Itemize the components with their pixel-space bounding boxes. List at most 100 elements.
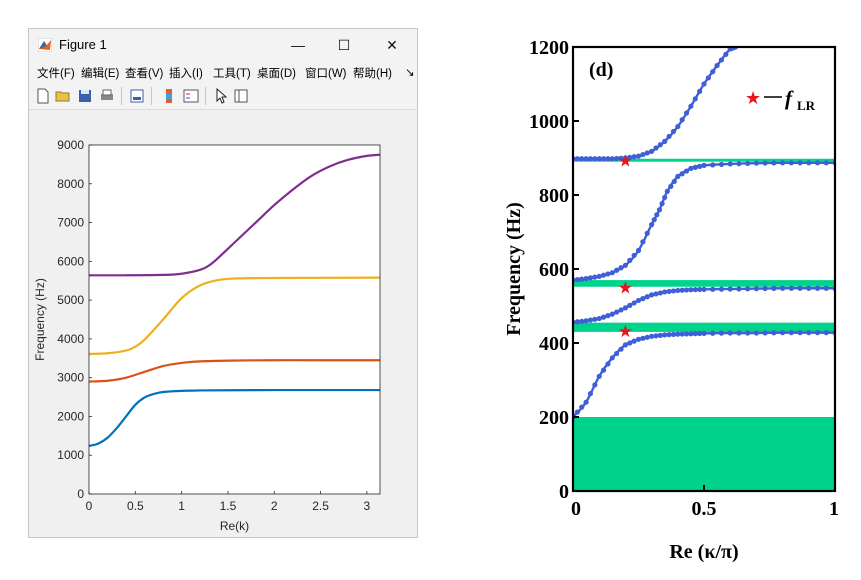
band-point [640, 151, 646, 158]
band-point [574, 156, 580, 162]
band-point [649, 333, 655, 339]
axes-box [88, 144, 381, 495]
band-point [688, 331, 694, 337]
band-point [697, 163, 703, 169]
band-point [823, 330, 829, 336]
print-preview-icon[interactable] [129, 88, 145, 104]
band-point [583, 156, 589, 162]
band-point [753, 160, 760, 166]
band-point [622, 155, 629, 161]
band-point [670, 288, 677, 294]
band-point [614, 155, 620, 162]
band-line-3 [573, 161, 835, 282]
band-point [771, 285, 777, 291]
legend: ★ f LR [745, 86, 816, 113]
y-tick-label: 9000 [57, 138, 84, 152]
band-point [697, 286, 703, 293]
band-point [653, 333, 659, 339]
band-point [797, 160, 803, 166]
band-point [683, 168, 690, 174]
open-file-icon[interactable] [55, 88, 71, 104]
band-point [605, 271, 611, 277]
bandgap-3 [573, 280, 835, 287]
band-point [635, 153, 642, 159]
band-point [701, 162, 707, 168]
band-point [574, 409, 580, 415]
menu-edit[interactable]: 编辑(E) [81, 68, 120, 80]
save-icon[interactable] [77, 88, 93, 104]
band-point [644, 294, 650, 300]
band-point [806, 330, 812, 336]
band-point [640, 296, 646, 302]
band-point [771, 160, 777, 166]
band-point [583, 399, 589, 405]
band-point [697, 330, 703, 337]
menu-overflow-icon[interactable]: ↘ [405, 67, 415, 79]
band-point [592, 316, 598, 322]
band-point [653, 145, 659, 151]
y-tick-label: 400 [539, 333, 569, 355]
band-point [653, 291, 659, 297]
menu-help[interactable]: 帮助(H) [353, 68, 392, 80]
band-point [627, 340, 633, 346]
band-point [675, 123, 681, 130]
menu-file[interactable]: 文件(F) [37, 68, 75, 80]
band-point [579, 276, 585, 282]
band-point [736, 286, 742, 292]
y-tick-label: 2000 [57, 409, 84, 423]
colorbar-icon[interactable] [161, 88, 177, 104]
band-point [692, 331, 698, 337]
band-point [723, 51, 729, 58]
y-axis-label: Frequency (Hz) [503, 202, 525, 336]
band-point [574, 319, 580, 325]
minimize-button[interactable]: — [291, 37, 305, 53]
band-point [718, 330, 725, 336]
band-point [657, 332, 663, 338]
band-point [666, 332, 672, 338]
bandgap-4 [573, 158, 835, 162]
band-point [788, 160, 794, 166]
close-button[interactable]: ✕ [386, 37, 398, 53]
menu-window[interactable]: 窗口(W) [305, 68, 347, 80]
band-point [683, 287, 690, 293]
menu-tools[interactable]: 工具(T) [213, 68, 251, 80]
band-point [583, 276, 589, 282]
x-axis-label: Re(k) [220, 519, 249, 533]
band-point [627, 302, 633, 308]
band-point [662, 289, 668, 295]
print-icon[interactable] [99, 88, 115, 104]
menu-view[interactable]: 查看(V) [125, 68, 164, 80]
band-point [600, 367, 607, 373]
band-point [657, 290, 663, 296]
band-point [596, 315, 602, 322]
band-point [710, 330, 716, 336]
legend-icon[interactable] [183, 88, 199, 104]
menu-desktop[interactable]: 桌面(D) [257, 68, 296, 80]
menu-insert[interactable]: 插入(I) [169, 68, 203, 80]
band-point [631, 252, 637, 259]
plot-area [89, 145, 380, 494]
toolbar-separator [205, 87, 206, 105]
band-point [579, 156, 585, 162]
property-inspector-icon[interactable] [233, 88, 249, 104]
band-point [762, 285, 768, 292]
x-tick-label: 1.5 [220, 499, 237, 513]
band-point [670, 128, 677, 135]
maximize-button[interactable]: ☐ [337, 37, 351, 53]
band-point [583, 318, 589, 324]
band-point [574, 277, 580, 283]
band-point [631, 300, 637, 306]
band-point [651, 217, 657, 223]
band-point [662, 332, 668, 338]
band-point [596, 156, 602, 162]
y-tick-label: 200 [539, 407, 569, 429]
band-point [692, 286, 698, 293]
bandgap-2 [573, 322, 835, 332]
new-figure-icon[interactable] [35, 88, 51, 104]
band-point [600, 314, 607, 320]
band-line-1 [573, 331, 835, 418]
band-point [762, 330, 768, 336]
resonance-star-icon: ★ [618, 279, 633, 298]
pointer-icon[interactable] [213, 88, 229, 104]
